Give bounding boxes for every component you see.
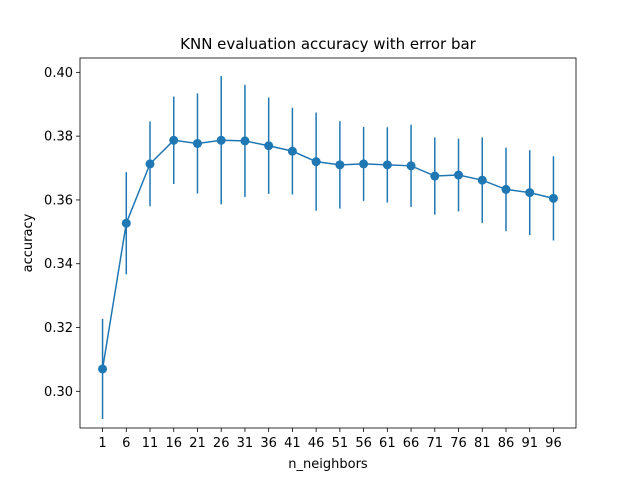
data-point (382, 160, 392, 170)
x-tick-label: 11 (142, 436, 159, 451)
data-point (359, 159, 369, 169)
y-tick-label: 0.38 (44, 130, 73, 145)
x-tick-label: 86 (498, 436, 515, 451)
data-point (192, 138, 202, 148)
y-tick-label: 0.30 (44, 385, 73, 400)
data-points (98, 135, 558, 374)
x-tick-label: 61 (379, 436, 396, 451)
data-point (98, 364, 108, 374)
x-tick-label: 66 (403, 436, 420, 451)
y-tick-label: 0.32 (44, 321, 73, 336)
data-point (311, 157, 321, 167)
x-tick-label: 21 (189, 436, 206, 451)
x-tick-label: 51 (332, 436, 349, 451)
y-tick-label: 0.36 (44, 193, 73, 208)
data-point (121, 218, 131, 228)
data-point (430, 171, 440, 181)
x-tick-label: 56 (355, 436, 372, 451)
axes-frame (79, 57, 577, 429)
data-point (406, 161, 416, 171)
x-tick-label: 96 (545, 436, 562, 451)
data-point (477, 175, 487, 185)
data-point (240, 136, 250, 146)
chart-title: KNN evaluation accuracy with error bar (180, 35, 477, 53)
x-tick-label: 76 (450, 436, 467, 451)
data-point (454, 170, 464, 180)
data-point (169, 135, 179, 145)
data-point (145, 159, 155, 169)
data-point (525, 188, 535, 198)
data-point (216, 135, 226, 145)
x-tick-label: 26 (213, 436, 230, 451)
x-tick-label: 16 (165, 436, 182, 451)
y-axis-ticks: 0.30 0.32 0.34 0.36 0.38 0.40 (44, 66, 80, 400)
data-point (501, 184, 511, 194)
x-tick-label: 36 (260, 436, 277, 451)
data-point (287, 146, 297, 156)
y-tick-label: 0.40 (44, 66, 73, 81)
plot-area (80, 58, 576, 428)
x-tick-label: 1 (98, 436, 106, 451)
x-tick-label: 31 (237, 436, 254, 451)
data-point (548, 193, 558, 203)
x-tick-label: 6 (122, 436, 130, 451)
x-tick-label: 46 (308, 436, 325, 451)
y-axis-label: accuracy (21, 213, 36, 272)
y-tick-label: 0.34 (44, 257, 73, 272)
x-axis-label: n_neighbors (288, 457, 368, 472)
x-tick-label: 41 (284, 436, 301, 451)
data-point (264, 141, 274, 151)
x-tick-label: 81 (474, 436, 491, 451)
x-tick-label: 91 (521, 436, 538, 451)
x-tick-label: 71 (427, 436, 444, 451)
data-point (335, 160, 345, 170)
x-axis-ticks: 1 6 11 16 21 26 31 36 41 46 51 56 61 66 71 76 81 86 91 96 (98, 428, 562, 451)
